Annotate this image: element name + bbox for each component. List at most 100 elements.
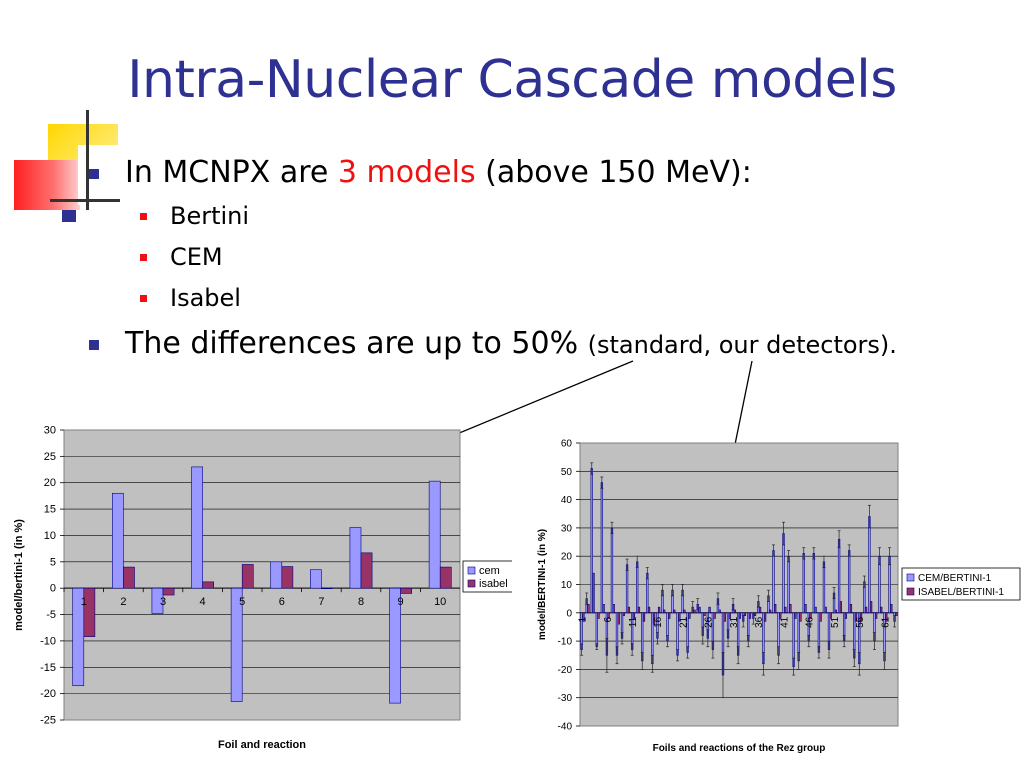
sub-bullet-label: Bertini <box>170 202 250 230</box>
bar-isabel <box>321 587 333 589</box>
bar-cem-bertini- <box>636 561 639 614</box>
bar-isabel-bertini- <box>587 604 590 614</box>
bullet-square-icon <box>89 340 99 350</box>
bar-isabel-bertini- <box>688 612 691 619</box>
y-tick-label: 0 <box>566 608 572 619</box>
bar-cem <box>389 587 401 704</box>
bar-isabel-bertini- <box>763 612 767 622</box>
y-tick-label: 10 <box>561 580 573 591</box>
bar-isabel-bertini- <box>728 612 731 619</box>
x-tick-label: 36 <box>754 616 765 628</box>
legend-box <box>901 567 1021 601</box>
x-tick-label: 1 <box>578 616 589 622</box>
legend-label: CEM/BERTINI-1 <box>918 573 992 584</box>
x-tick-label: 6 <box>279 596 285 608</box>
sub-bullet-label: Isabel <box>170 284 241 312</box>
bar-isabel <box>439 566 452 589</box>
legend-label: isabel <box>479 578 508 590</box>
bullet-differences: The differences are up to 50% (standard,… <box>89 326 897 361</box>
bar-cem-bertini- <box>822 561 826 614</box>
y-tick-label: 30 <box>561 523 573 534</box>
bar-isabel-bertini- <box>789 604 792 614</box>
bar-cem <box>349 527 362 589</box>
x-tick-label: 31 <box>729 616 740 628</box>
bar-isabel-bertini- <box>804 604 807 614</box>
x-tick-label: 56 <box>855 616 866 628</box>
corner-horizontal-line <box>50 199 120 202</box>
x-tick-label: 51 <box>830 616 841 628</box>
x-tick-label: 5 <box>239 596 245 608</box>
y-tick-label: 60 <box>561 439 573 450</box>
bar-cem-bertini- <box>782 533 785 614</box>
bar-cem-bertini- <box>868 516 871 614</box>
x-tick-label: 41 <box>779 616 790 628</box>
y-tick-label: -20 <box>40 688 56 700</box>
bar-isabel <box>400 587 412 594</box>
sub-bullet-label: CEM <box>170 243 223 271</box>
bar-isabel <box>360 552 373 589</box>
y-tick-label: 10 <box>44 530 56 542</box>
legend-label: cem <box>479 565 500 577</box>
bar-isabel-bertini- <box>698 606 701 614</box>
bar-isabel-bertini- <box>617 612 620 625</box>
bar-cem-bertini- <box>600 482 604 614</box>
bar-isabel-bertini- <box>652 612 656 625</box>
x-tick-label: 4 <box>200 596 206 608</box>
corner-vertical-line <box>86 110 89 210</box>
sub-bullet-cem: CEM <box>140 243 223 271</box>
y-tick-label: -25 <box>40 715 56 727</box>
bullet-differences-main: The differences are up to 50% <box>125 326 588 361</box>
bar-isabel-bertini- <box>854 612 858 622</box>
bar-cem <box>151 587 164 614</box>
bar-isabel-bertini- <box>824 606 827 614</box>
bar-isabel-bertini- <box>814 606 817 614</box>
bar-isabel <box>83 587 96 637</box>
bar-isabel-bertini- <box>890 604 893 614</box>
y-tick-label: -5 <box>46 609 56 621</box>
bar-isabel-bertini- <box>622 612 625 616</box>
bar-cem <box>270 561 283 589</box>
bar-cem-bertini- <box>772 550 775 614</box>
bar-isabel-bertini- <box>748 612 752 619</box>
bar-isabel-bertini- <box>779 612 782 619</box>
bar-isabel-bertini- <box>703 612 706 616</box>
bar-isabel-bertini- <box>607 612 610 619</box>
y-tick-label: -10 <box>40 635 56 647</box>
bar-isabel-bertini- <box>642 612 646 622</box>
sub-bullet-square-icon <box>140 254 147 261</box>
bar-isabel-bertini- <box>768 609 772 614</box>
chart-model-bertini: 30 25 20 15 10 5 0 -5 -10 -15 -20 -25 1 2 3 4 5 6 7 8 9 10 mod… <box>13 425 512 751</box>
bar-isabel-bertini- <box>794 612 797 619</box>
bar-isabel <box>202 581 214 589</box>
bar-isabel-bertini- <box>895 612 898 616</box>
bar-isabel-bertini- <box>829 612 832 619</box>
y-tick-label: 0 <box>50 583 56 595</box>
bar-isabel-bertini- <box>713 612 716 619</box>
x-tick-label: 26 <box>704 616 715 628</box>
x-axis-label: Foils and reactions of the Rez group <box>653 743 826 754</box>
bar-isabel-bertini- <box>869 601 873 614</box>
bar-isabel <box>162 587 175 596</box>
x-tick-label: 1 <box>81 596 87 608</box>
bar-cem-bertini- <box>625 564 629 614</box>
bullet-models-highlight: 3 models <box>337 155 476 190</box>
bar-isabel-bertini- <box>753 612 757 616</box>
bar-isabel-bertini- <box>678 612 681 622</box>
bar-cem <box>112 492 124 589</box>
bar-cem-bertini- <box>812 553 816 614</box>
bar-isabel-bertini- <box>673 609 676 614</box>
bar-isabel-bertini- <box>784 606 787 614</box>
bullet-differences-note: (standard, our detectors). <box>587 331 897 359</box>
y-tick-label: -30 <box>558 693 573 704</box>
y-axis-label: model/BERTINI-1 (in %) <box>537 529 548 640</box>
bar-cem <box>310 569 322 589</box>
bar-isabel-bertini- <box>693 609 696 614</box>
bar-isabel-bertini- <box>758 606 762 614</box>
corner-red-square <box>14 160 80 210</box>
bar-isabel-bertini- <box>774 604 777 614</box>
sub-bullet-square-icon <box>140 295 147 302</box>
x-tick-label: 2 <box>120 596 126 608</box>
bullet-square-icon <box>89 169 99 179</box>
slide-title: Intra-Nuclear Cascade models <box>127 50 897 110</box>
sub-bullet-bertini: Bertini <box>140 202 250 230</box>
